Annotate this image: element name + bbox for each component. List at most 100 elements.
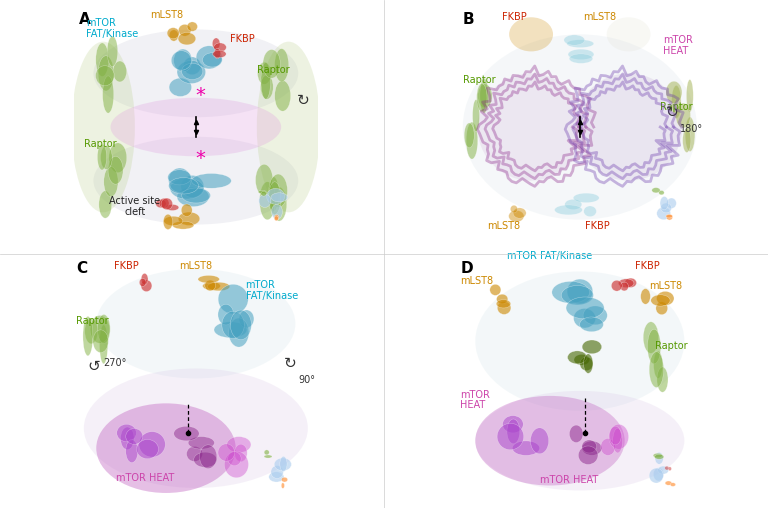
Ellipse shape bbox=[580, 317, 604, 332]
Ellipse shape bbox=[683, 129, 691, 152]
Ellipse shape bbox=[611, 280, 622, 291]
Ellipse shape bbox=[568, 351, 587, 364]
Ellipse shape bbox=[229, 318, 249, 347]
Ellipse shape bbox=[169, 178, 198, 194]
Ellipse shape bbox=[84, 368, 308, 488]
Text: mTOR
HEAT: mTOR HEAT bbox=[460, 390, 490, 410]
Ellipse shape bbox=[187, 22, 197, 31]
Ellipse shape bbox=[578, 446, 598, 464]
Ellipse shape bbox=[266, 188, 285, 204]
Ellipse shape bbox=[667, 198, 677, 208]
Ellipse shape bbox=[84, 319, 98, 344]
Ellipse shape bbox=[584, 206, 597, 216]
Ellipse shape bbox=[507, 419, 520, 444]
Ellipse shape bbox=[618, 279, 634, 288]
Ellipse shape bbox=[108, 36, 118, 67]
Ellipse shape bbox=[670, 483, 676, 486]
Ellipse shape bbox=[271, 465, 283, 479]
Ellipse shape bbox=[205, 280, 216, 291]
Ellipse shape bbox=[260, 182, 275, 220]
Ellipse shape bbox=[113, 61, 127, 82]
Ellipse shape bbox=[239, 310, 254, 328]
Ellipse shape bbox=[271, 204, 283, 219]
Ellipse shape bbox=[580, 357, 593, 371]
Ellipse shape bbox=[582, 340, 601, 354]
Ellipse shape bbox=[554, 205, 582, 215]
Text: mLST8: mLST8 bbox=[460, 276, 494, 286]
Ellipse shape bbox=[475, 391, 684, 491]
Text: Raptor: Raptor bbox=[257, 66, 290, 75]
Ellipse shape bbox=[103, 76, 114, 113]
Ellipse shape bbox=[490, 284, 501, 295]
Ellipse shape bbox=[187, 446, 203, 461]
Ellipse shape bbox=[161, 198, 173, 210]
Ellipse shape bbox=[271, 193, 288, 202]
Ellipse shape bbox=[659, 190, 664, 195]
Ellipse shape bbox=[583, 306, 607, 325]
Ellipse shape bbox=[620, 282, 628, 291]
Ellipse shape bbox=[582, 441, 602, 455]
Ellipse shape bbox=[667, 214, 673, 220]
Ellipse shape bbox=[261, 191, 266, 196]
Ellipse shape bbox=[654, 468, 664, 481]
Ellipse shape bbox=[274, 215, 279, 220]
Ellipse shape bbox=[95, 66, 114, 86]
Ellipse shape bbox=[207, 282, 230, 291]
Ellipse shape bbox=[260, 75, 273, 99]
Ellipse shape bbox=[497, 294, 508, 304]
Ellipse shape bbox=[567, 279, 593, 304]
Ellipse shape bbox=[198, 275, 220, 283]
Ellipse shape bbox=[191, 173, 231, 188]
Ellipse shape bbox=[214, 322, 247, 338]
Ellipse shape bbox=[574, 355, 590, 365]
Text: FKBP: FKBP bbox=[502, 12, 527, 22]
Text: Active site
cleft: Active site cleft bbox=[109, 196, 161, 217]
Ellipse shape bbox=[94, 137, 298, 225]
Ellipse shape bbox=[281, 477, 288, 482]
Ellipse shape bbox=[657, 292, 674, 305]
Text: FKBP: FKBP bbox=[584, 221, 610, 232]
Ellipse shape bbox=[647, 329, 660, 364]
Ellipse shape bbox=[478, 84, 492, 108]
Ellipse shape bbox=[654, 351, 663, 378]
Ellipse shape bbox=[466, 122, 478, 159]
Ellipse shape bbox=[584, 354, 593, 373]
Ellipse shape bbox=[475, 396, 624, 486]
Ellipse shape bbox=[668, 467, 671, 470]
Ellipse shape bbox=[259, 194, 271, 207]
Ellipse shape bbox=[502, 416, 523, 433]
Ellipse shape bbox=[96, 43, 109, 77]
Ellipse shape bbox=[200, 445, 217, 468]
Ellipse shape bbox=[181, 175, 204, 198]
Ellipse shape bbox=[167, 170, 191, 185]
Text: mLST8: mLST8 bbox=[487, 221, 520, 232]
Ellipse shape bbox=[196, 46, 222, 69]
Ellipse shape bbox=[656, 302, 667, 314]
Ellipse shape bbox=[274, 216, 278, 221]
Ellipse shape bbox=[177, 60, 206, 83]
Ellipse shape bbox=[214, 48, 220, 58]
Ellipse shape bbox=[98, 144, 107, 170]
Ellipse shape bbox=[139, 432, 165, 457]
Text: Raptor: Raptor bbox=[84, 139, 116, 148]
Ellipse shape bbox=[263, 50, 280, 78]
Ellipse shape bbox=[607, 17, 650, 51]
Ellipse shape bbox=[218, 304, 233, 325]
Ellipse shape bbox=[98, 56, 114, 91]
Text: ↻: ↻ bbox=[284, 356, 296, 371]
Ellipse shape bbox=[280, 456, 287, 471]
Text: mLST8: mLST8 bbox=[179, 261, 213, 271]
Ellipse shape bbox=[203, 282, 220, 290]
Ellipse shape bbox=[93, 330, 108, 353]
Ellipse shape bbox=[613, 428, 623, 453]
Ellipse shape bbox=[178, 212, 200, 226]
Text: mTOR FAT/Kinase: mTOR FAT/Kinase bbox=[508, 251, 593, 261]
Text: mLST8: mLST8 bbox=[150, 11, 183, 20]
Ellipse shape bbox=[234, 444, 247, 462]
Ellipse shape bbox=[174, 426, 199, 441]
Ellipse shape bbox=[687, 80, 694, 112]
Ellipse shape bbox=[141, 280, 152, 292]
Text: mLST8: mLST8 bbox=[650, 281, 683, 291]
Ellipse shape bbox=[477, 84, 487, 112]
Ellipse shape bbox=[98, 314, 111, 343]
